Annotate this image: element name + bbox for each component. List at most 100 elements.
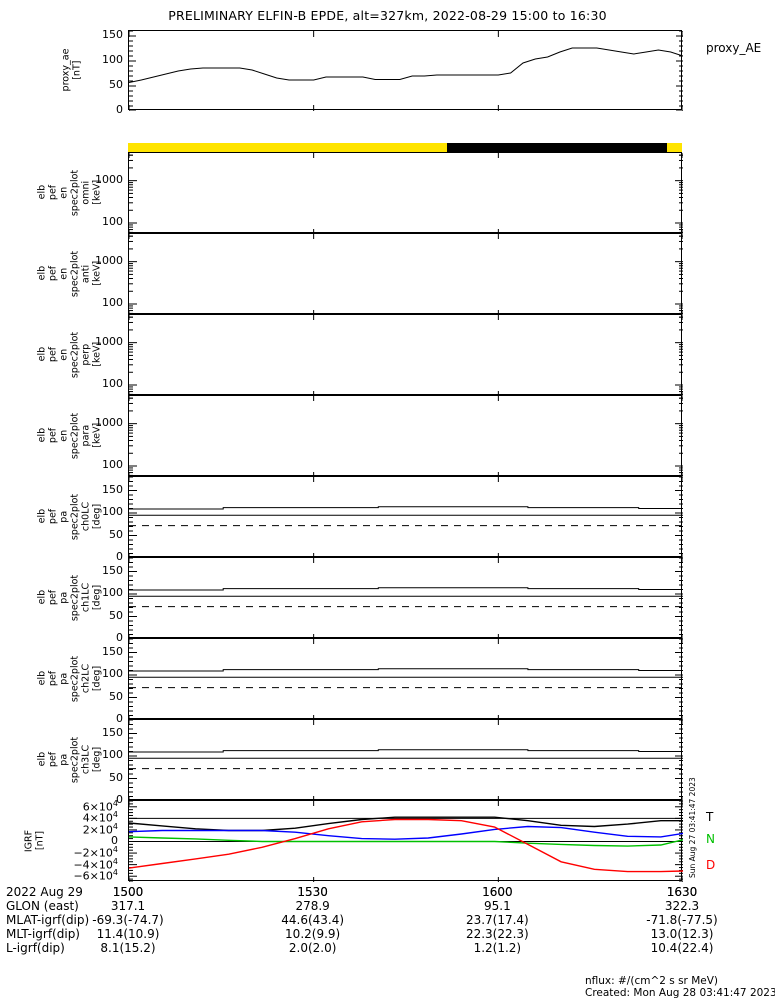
- axis-label-line: en: [58, 267, 70, 280]
- bottom-cell: 10.2(9.9): [285, 927, 341, 941]
- axis-label-line: pa: [58, 510, 70, 523]
- y-tick-label: 0: [111, 833, 118, 847]
- bottom-cell: 2.0(2.0): [288, 941, 337, 955]
- y-tick-label: 6×104: [82, 798, 118, 814]
- bottom-row-label: 2022 Aug 29: [6, 885, 83, 899]
- y-tick-label: 150: [102, 482, 123, 496]
- axis-label-line: en: [58, 429, 70, 442]
- y-tick-label: 0: [116, 550, 123, 563]
- y-tick-label: 100: [102, 458, 123, 471]
- panel-spec-0[interactable]: [128, 152, 683, 234]
- axis-label-igrf: IGRF [nT]: [23, 829, 46, 852]
- spec-ticks: [129, 315, 683, 396]
- axis-label-line: anti: [80, 264, 92, 283]
- axis-label-line: pef: [47, 589, 59, 606]
- panel-lc-1[interactable]: [128, 557, 683, 639]
- panel-proxy-ae[interactable]: [128, 30, 683, 111]
- spec-ticks: [129, 396, 683, 477]
- panel-lc-0[interactable]: [128, 476, 683, 558]
- y-tick-label: 4×104: [82, 810, 118, 825]
- y-tick-label: 100: [102, 53, 123, 66]
- y-tick-label: 0: [116, 103, 123, 116]
- axis-label-line: proxy_ae: [60, 48, 72, 92]
- y-tick-label: 1000: [95, 334, 123, 348]
- bottom-cell: 44.6(43.4): [281, 913, 345, 927]
- y-tick-label: 1000: [95, 415, 123, 429]
- zone-segment: [447, 143, 668, 152]
- y-tick-label: 150: [102, 644, 123, 658]
- y-tick-label: 50: [109, 770, 123, 784]
- proxy-ae-legend-label: proxy_AE: [706, 41, 762, 55]
- axis-label-line: elb: [36, 266, 48, 281]
- y-tick-exponent: 4: [112, 798, 118, 808]
- igrf-trace: [129, 818, 683, 873]
- y-tick-label: 50: [109, 78, 123, 91]
- igrf-trace: [129, 825, 683, 840]
- y-tick-label: 100: [102, 377, 123, 390]
- y-tick-label: 150: [102, 725, 123, 739]
- lc-trace: [129, 506, 683, 510]
- bottom-row-label: MLAT-igrf(dip): [6, 913, 90, 927]
- x-tick-label: 1500: [112, 885, 144, 899]
- axis-label-line: elb: [36, 185, 48, 200]
- x-tick-label: 1630: [666, 885, 698, 899]
- axis-label-line: pa: [58, 753, 70, 766]
- y-tick-exponent: 4: [112, 810, 118, 820]
- y-tick-label: −4×104: [73, 856, 118, 872]
- bottom-cell: 317.1: [110, 899, 146, 913]
- bottom-cell: 13.0(12.3): [650, 927, 714, 941]
- panel-spec-1[interactable]: [128, 233, 683, 315]
- axis-label-line: pef: [47, 670, 59, 687]
- y-tick-label: 50: [109, 689, 123, 703]
- axis-label-line: en: [58, 348, 70, 361]
- y-tick-label: 1000: [95, 172, 123, 186]
- zone-segment: [667, 143, 682, 152]
- bottom-cell: 1500: [112, 885, 144, 899]
- bottom-cell: 1.2(1.2): [473, 941, 522, 955]
- page-title: PRELIMINARY ELFIN-B EPDE, alt=327km, 202…: [168, 8, 607, 23]
- axis-label-line: spec2plot: [69, 736, 81, 783]
- axis-label-line: pef: [47, 346, 59, 363]
- y-tick-label: −6×104: [73, 868, 118, 883]
- y-tick-label: 100: [102, 215, 123, 228]
- panel-lc-2[interactable]: [128, 638, 683, 720]
- axis-label-line: IGRF: [23, 829, 35, 852]
- y-tick-label: 50: [109, 608, 123, 622]
- igrf-legend-d: D: [706, 858, 716, 873]
- axis-label-line: elb: [36, 752, 48, 767]
- y-tick-label: 100: [102, 667, 123, 680]
- proxy-ae-trace: [129, 47, 683, 83]
- panel-lc-3[interactable]: [128, 719, 683, 801]
- panel-spec-3[interactable]: [128, 395, 683, 477]
- y-tick-label: 100: [102, 586, 123, 599]
- spec-ticks: [129, 153, 683, 234]
- x-tick-label: 1530: [297, 885, 328, 899]
- axis-label-line: elb: [36, 671, 48, 686]
- y-tick-label: 150: [102, 563, 123, 577]
- y-tick-exponent: 4: [112, 868, 118, 878]
- bottom-cell: 1600: [482, 885, 513, 899]
- bottom-row-label: MLT-igrf(dip): [6, 927, 80, 941]
- lc-trace: [129, 668, 683, 672]
- panel-spec-2[interactable]: [128, 314, 683, 396]
- lc-ticks: [129, 639, 683, 720]
- panel-igrf[interactable]: [128, 800, 683, 882]
- x-tick-label: 1600: [482, 885, 513, 899]
- footer-created: Created: Mon Aug 28 03:41:47 2023: [585, 987, 775, 999]
- bottom-cell: 1530: [297, 885, 328, 899]
- bottom-cell: 11.4(10.9): [96, 927, 160, 941]
- axis-label-line: pef: [47, 508, 59, 525]
- axis-label-line: spec2plot: [69, 574, 81, 621]
- bottom-cell: -71.8(-77.5): [646, 913, 718, 927]
- y-tick-exponent: 4: [112, 856, 118, 866]
- lc-ticks: [129, 477, 683, 558]
- lc-ticks: [129, 558, 683, 639]
- y-tick-exponent: 4: [112, 845, 118, 855]
- science-zone-bar[interactable]: [128, 143, 682, 152]
- axis-label-line: en: [58, 186, 70, 199]
- axis-label-line: spec2plot: [69, 169, 81, 216]
- bottom-cell: 278.9: [295, 899, 330, 913]
- igrf-legend-n: N: [706, 832, 715, 847]
- y-tick-label: 2×104: [82, 821, 118, 837]
- axis-label-line: pa: [58, 672, 70, 685]
